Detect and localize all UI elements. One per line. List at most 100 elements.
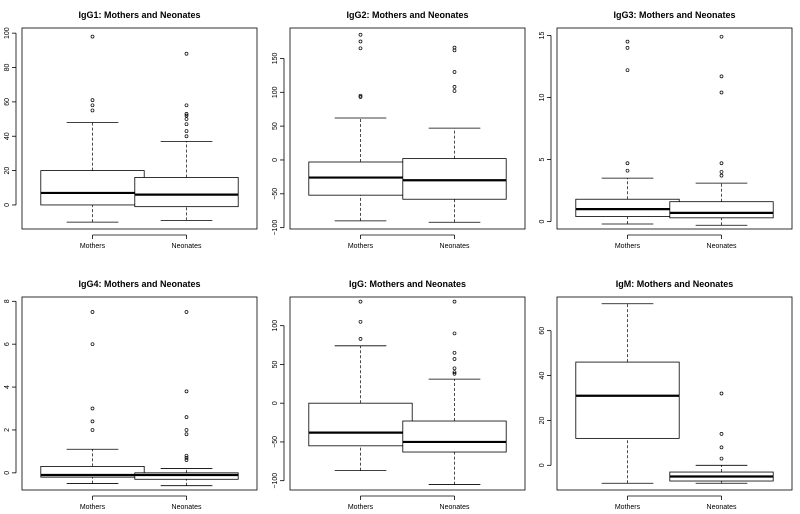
y-tick-label: 0 — [272, 401, 279, 405]
x-tick-label: Neonates — [707, 243, 737, 250]
outlier-point — [184, 51, 189, 56]
panel-title: IgG2: Mothers and Neonates — [346, 10, 468, 20]
outlier-point — [184, 112, 189, 116]
outlier-point — [358, 95, 363, 99]
outlier-point — [719, 34, 724, 39]
panel-title: IgM: Mothers and Neonates — [616, 279, 734, 289]
outlier-point — [358, 32, 363, 37]
outlier-point — [452, 70, 457, 74]
outlier-point — [719, 161, 724, 166]
y-tick-label: 80 — [4, 64, 11, 72]
outlier-point — [719, 391, 724, 396]
y-tick-label: 20 — [4, 167, 11, 175]
outlier-point — [358, 299, 363, 304]
outlier-point — [184, 428, 189, 432]
iqr-box — [308, 402, 413, 447]
y-tick-label: 40 — [539, 372, 546, 380]
chart-panel: IgG4: Mothers and Neonates 0 2 4 6 8 Mothers Ne… — [4, 279, 258, 511]
y-tick-label: 5 — [539, 157, 546, 161]
outlier-point — [184, 455, 189, 460]
plot-frame — [21, 296, 258, 491]
outlier-point — [184, 432, 189, 437]
outlier-point — [184, 103, 189, 108]
outlier-point — [90, 342, 95, 347]
outlier-point — [719, 456, 724, 461]
outlier-point — [452, 331, 457, 336]
outlier-point — [452, 89, 457, 93]
iqr-box — [40, 466, 145, 478]
outlier-point — [625, 161, 630, 166]
x-tick-label: Neonates — [172, 243, 202, 250]
outlier-point — [452, 45, 457, 50]
outlier-point — [90, 310, 95, 314]
outlier-point — [90, 98, 95, 103]
x-tick-label: Mothers — [80, 504, 106, 511]
panel-title: IgG: Mothers and Neonates — [349, 279, 466, 289]
outlier-point — [452, 357, 457, 361]
x-tick-label: Neonates — [440, 243, 470, 250]
outlier-point — [184, 415, 189, 419]
outlier-point — [90, 108, 95, 113]
y-tick-label: 4 — [4, 385, 11, 389]
y-tick-label: −100 — [272, 220, 279, 236]
iqr-box — [40, 170, 145, 206]
outlier-point — [625, 46, 630, 50]
box-mothers — [575, 303, 680, 484]
outlier-point — [184, 453, 189, 458]
chart-panel: IgG2: Mothers and Neonates −100 −50 0 50 100 1… — [272, 10, 526, 250]
box-neonates — [402, 45, 507, 223]
y-tick-label: −100 — [272, 473, 279, 489]
y-tick-label: 15 — [539, 31, 546, 39]
y-tick-label: 50 — [272, 360, 279, 368]
y-tick-label: −50 — [272, 436, 279, 448]
y-tick-label: 6 — [4, 342, 11, 346]
outlier-point — [625, 68, 630, 73]
outlier-point — [184, 122, 189, 127]
y-tick-label: 150 — [272, 53, 279, 65]
outlier-point — [358, 39, 363, 44]
outlier-point — [452, 370, 457, 375]
outlier-point — [452, 371, 457, 376]
outlier-point — [90, 103, 95, 108]
x-tick-label: Mothers — [80, 243, 106, 250]
x-tick-label: Mothers — [348, 504, 374, 511]
y-tick-label: 0 — [539, 220, 546, 224]
panel-title: IgG3: Mothers and Neonates — [613, 10, 735, 20]
outlier-point — [719, 173, 724, 178]
y-tick-label: 100 — [4, 27, 11, 39]
chart-panel: IgG: Mothers and Neonates −100 −50 0 50 100 Mo… — [272, 279, 526, 511]
outlier-point — [90, 34, 95, 39]
outlier-point — [184, 458, 189, 462]
y-tick-label: 20 — [539, 416, 546, 424]
y-tick-label: 2 — [4, 428, 11, 432]
iqr-box — [575, 198, 680, 217]
y-tick-label: 0 — [272, 158, 279, 162]
x-tick-label: Mothers — [348, 243, 374, 250]
outlier-point — [184, 117, 189, 121]
y-tick-label: −50 — [272, 188, 279, 200]
outlier-point — [452, 85, 457, 89]
y-tick-label: 100 — [272, 320, 279, 332]
chart-panel: IgG3: Mothers and Neonates 0 5 10 15 Mothers N… — [539, 10, 793, 250]
outlier-point — [90, 419, 95, 424]
y-tick-label: 0 — [539, 463, 546, 467]
x-tick-label: Mothers — [615, 243, 641, 250]
outlier-point — [184, 129, 189, 133]
outlier-point — [358, 337, 363, 341]
outlier-point — [358, 46, 363, 51]
outlier-point — [90, 406, 95, 411]
plot-frame — [556, 27, 793, 230]
outlier-point — [625, 168, 630, 173]
x-tick-label: Neonates — [707, 504, 737, 511]
y-tick-label: 10 — [539, 93, 546, 101]
box-mothers — [40, 34, 145, 223]
chart-panel: IgG1: Mothers and Neonates 0 20 40 60 80 100 Mo… — [4, 10, 258, 250]
iqr-box — [402, 420, 507, 453]
chart-panel: IgM: Mothers and Neonates 0 20 40 60 Mothers N… — [539, 279, 793, 511]
box-neonates — [669, 391, 774, 484]
y-tick-label: 60 — [4, 98, 11, 106]
plot-frame — [289, 27, 526, 230]
outlier-point — [719, 445, 724, 450]
